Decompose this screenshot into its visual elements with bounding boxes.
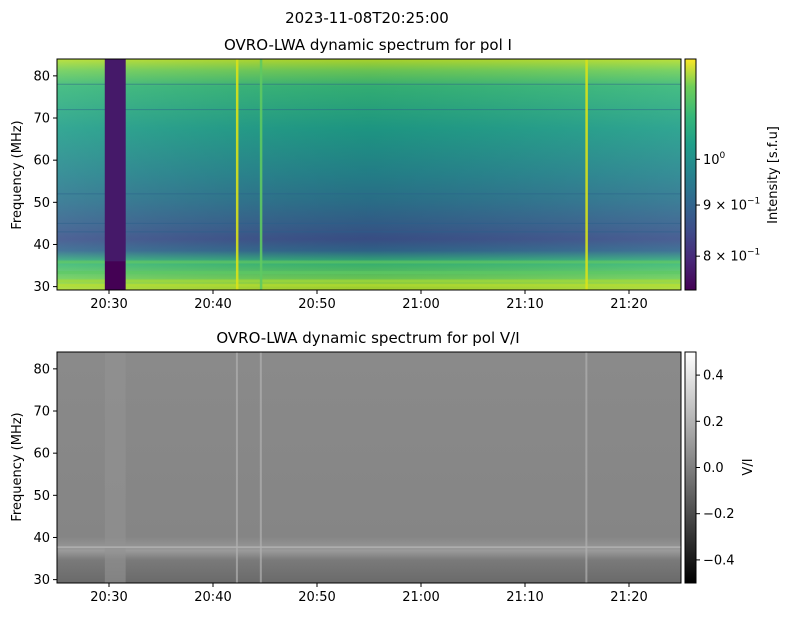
spectrum-shading: [57, 59, 681, 290]
x-tick-label: 20:30: [90, 297, 127, 312]
emission-band: [57, 283, 681, 287]
x-tick-label: 20:40: [194, 297, 231, 312]
radio-burst: [235, 59, 239, 290]
tick-exponent: 0: [720, 151, 726, 161]
x-tick-label: 20:30: [90, 590, 127, 605]
figure-suptitle: 2023-11-08T20:25:00: [285, 9, 449, 27]
colorbar-tick-label: −0.2: [703, 507, 735, 522]
y-tick-label: 30: [33, 573, 50, 588]
y-tick-label: 80: [33, 69, 50, 84]
y-tick-label: 40: [33, 531, 50, 546]
x-tick-label: 20:50: [298, 297, 335, 312]
colorbar-tick-label: 9 × 10−1: [703, 197, 760, 214]
y-tick-label: 50: [33, 196, 50, 211]
x-axis: 20:30 20:40 20:50 21:00 21:10 21:20: [90, 290, 648, 312]
x-tick-label: 20:40: [194, 590, 231, 605]
heatmap-area: [57, 59, 681, 290]
radio-burst: [259, 352, 262, 583]
radio-burst: [585, 352, 588, 583]
emission-band: [57, 271, 681, 275]
tick-base: 8 × 10: [703, 250, 747, 265]
colorbar-tick-label: 100: [703, 151, 726, 168]
x-tick-label: 21:00: [402, 590, 439, 605]
y-axis: 30 40 50 60 70 80: [33, 69, 57, 295]
radio-burst: [235, 352, 238, 583]
y-tick-label: 60: [33, 154, 50, 169]
colorbar: [684, 58, 697, 291]
radio-burst: [585, 59, 588, 290]
x-tick-label: 21:10: [506, 590, 543, 605]
x-tick-label: 21:20: [610, 590, 647, 605]
tick-base: 10: [703, 153, 720, 168]
y-axis-label: Frequency (MHz): [10, 120, 25, 229]
tick-base: 9 × 10: [703, 199, 747, 214]
y-tick-label: 70: [33, 405, 50, 420]
heatmap-area: [57, 352, 681, 583]
y-tick-label: 50: [33, 489, 50, 504]
colorbar-ticks: 0.4 0.2 0.0 −0.2 −0.4: [696, 369, 735, 568]
colorbar-tick-label: −0.4: [703, 553, 735, 568]
colorbar-label: V/I: [741, 458, 756, 475]
y-axis-label: Frequency (MHz): [10, 412, 25, 521]
colorbar: [684, 351, 697, 584]
x-axis: 20:30 20:40 20:50 21:00 21:10 21:20: [90, 583, 648, 605]
emission-band: [57, 279, 681, 283]
data-gap-shade: [104, 59, 126, 262]
emission-band: [57, 260, 681, 264]
colorbar-tick-label: 0.0: [703, 461, 724, 476]
panel-pol-vi: OVRO-LWA dynamic spectrum for pol V/I 20…: [10, 329, 756, 605]
y-tick-label: 60: [33, 447, 50, 462]
y-axis: 30 40 50 60 70 80: [33, 362, 57, 588]
colorbar-tick-label: 0.2: [703, 415, 724, 430]
x-tick-label: 21:10: [506, 297, 543, 312]
plot-frame: [56, 351, 682, 584]
panel-title: OVRO-LWA dynamic spectrum for pol I: [224, 36, 512, 54]
radio-burst: [259, 59, 263, 290]
x-tick-label: 21:00: [402, 297, 439, 312]
colorbar-tick-label: 8 × 10−1: [703, 248, 760, 265]
y-tick-label: 30: [33, 280, 50, 295]
x-tick-label: 20:50: [298, 590, 335, 605]
panel-title: OVRO-LWA dynamic spectrum for pol V/I: [216, 329, 519, 347]
y-tick-label: 80: [33, 362, 50, 377]
colorbar-tick-label: 0.4: [703, 369, 724, 384]
spectrum-background: [57, 352, 681, 583]
x-tick-label: 21:20: [610, 297, 647, 312]
y-tick-label: 40: [33, 238, 50, 253]
data-gap: [104, 352, 126, 583]
colorbar-label: Intensity [s.f.u]: [766, 126, 781, 224]
plot-frame: [56, 58, 682, 291]
y-tick-label: 70: [33, 112, 50, 127]
panel-pol-i: OVRO-LWA dynamic spectrum for pol I 20:3…: [10, 36, 781, 312]
tick-exponent: −1: [747, 248, 760, 258]
tick-exponent: −1: [747, 197, 760, 207]
